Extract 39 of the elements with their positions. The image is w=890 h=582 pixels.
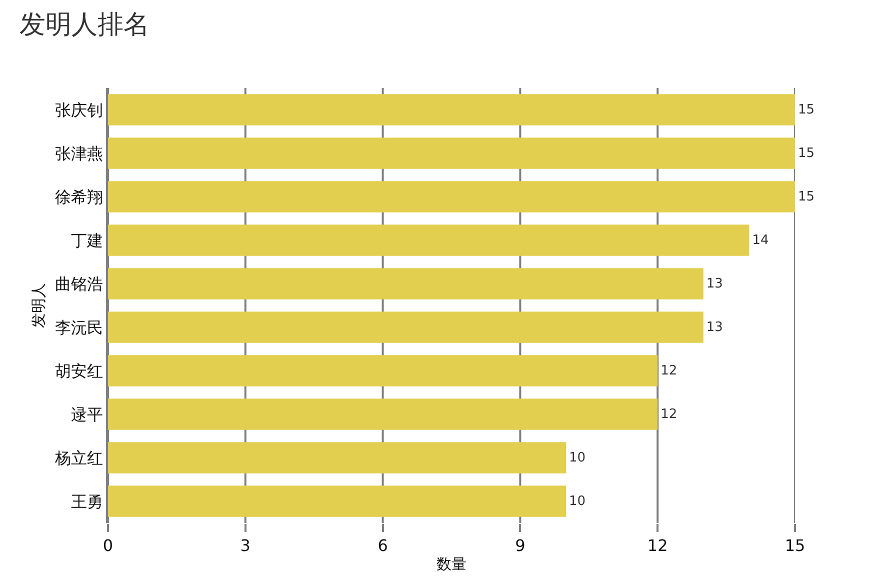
- x-tick-label: 9: [515, 536, 526, 556]
- data-label: 13: [706, 320, 723, 335]
- y-tick-label: 李沅民: [54, 318, 103, 337]
- bar: [108, 224, 750, 256]
- chart-title: 发明人排名: [20, 10, 150, 40]
- bar: [108, 268, 704, 300]
- bar: [108, 94, 795, 126]
- x-tick-label: 6: [378, 536, 388, 556]
- bar: [108, 312, 704, 343]
- data-label: 10: [569, 450, 586, 466]
- x-tick-label: 15: [784, 536, 806, 556]
- y-tick-label: 徐希翔: [54, 187, 103, 206]
- x-tick-label: 3: [240, 536, 250, 556]
- data-label: 14: [752, 232, 769, 248]
- y-axis-title: 发明人: [30, 283, 48, 328]
- y-tick-label: 逯平: [70, 404, 103, 424]
- bar: [108, 398, 658, 430]
- y-tick-label: 张津燕: [54, 144, 103, 163]
- x-axis-title: 数量: [436, 555, 466, 574]
- y-tick-label: 曲铭浩: [54, 274, 103, 294]
- data-label: 12: [660, 406, 678, 422]
- data-label: 15: [798, 189, 815, 204]
- x-tick-label: 12: [647, 536, 668, 556]
- data-label: 13: [706, 276, 723, 292]
- y-tick-label: 丁建: [70, 230, 103, 250]
- y-tick-label: 张庆钊: [54, 100, 103, 120]
- x-tick-label: 0: [102, 536, 114, 556]
- bar: [108, 486, 566, 517]
- bar: [108, 181, 795, 212]
- bar: [108, 442, 566, 474]
- bar: [108, 138, 795, 169]
- data-label: 12: [660, 363, 678, 378]
- data-label: 10: [569, 494, 586, 509]
- data-label: 15: [798, 102, 815, 118]
- bar: [108, 355, 658, 386]
- data-label: 15: [798, 146, 815, 161]
- y-tick-label: 杨立红: [54, 448, 103, 468]
- y-tick-label: 王勇: [70, 492, 103, 511]
- y-tick-label: 胡安红: [54, 361, 103, 380]
